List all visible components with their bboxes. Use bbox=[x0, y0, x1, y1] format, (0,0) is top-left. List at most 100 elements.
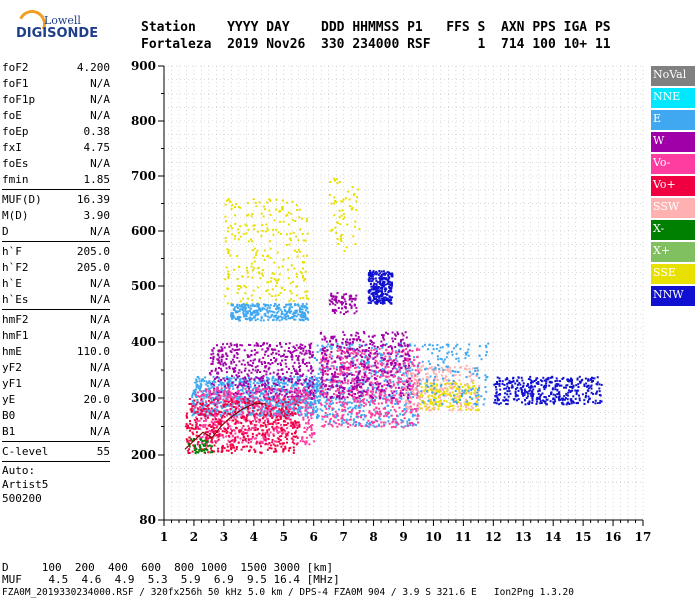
data-point bbox=[285, 318, 288, 321]
data-point bbox=[331, 425, 334, 428]
data-point bbox=[266, 281, 269, 284]
data-point bbox=[275, 316, 278, 319]
data-point bbox=[224, 400, 227, 403]
data-point bbox=[270, 353, 273, 356]
data-point bbox=[276, 415, 279, 418]
data-point bbox=[240, 413, 243, 416]
data-point bbox=[302, 440, 304, 443]
data-point bbox=[270, 295, 273, 298]
data-point bbox=[324, 350, 327, 353]
data-point bbox=[369, 283, 372, 285]
data-point bbox=[308, 397, 311, 400]
data-point bbox=[206, 416, 209, 419]
data-point bbox=[269, 213, 272, 216]
data-point bbox=[343, 398, 346, 401]
param-row-hf2: h`F2 205.0 bbox=[2, 260, 110, 276]
data-point bbox=[391, 296, 393, 299]
data-point bbox=[324, 414, 327, 417]
data-point bbox=[372, 396, 374, 399]
data-point bbox=[206, 382, 209, 385]
data-point bbox=[282, 382, 285, 385]
data-point bbox=[369, 269, 371, 272]
data-point bbox=[376, 353, 379, 356]
data-point bbox=[296, 436, 299, 439]
data-point bbox=[370, 277, 373, 280]
data-point bbox=[373, 414, 376, 417]
data-point bbox=[265, 396, 268, 399]
data-point bbox=[400, 397, 403, 400]
data-point bbox=[365, 368, 368, 371]
data-point bbox=[296, 392, 299, 395]
data-point bbox=[300, 315, 303, 318]
data-point bbox=[231, 313, 234, 316]
data-point bbox=[258, 390, 261, 393]
data-point bbox=[233, 237, 236, 240]
data-point bbox=[261, 363, 264, 366]
data-point bbox=[275, 352, 278, 355]
data-point bbox=[234, 317, 237, 320]
data-point bbox=[250, 265, 253, 268]
param-name: foF2 bbox=[2, 61, 29, 74]
data-point bbox=[321, 415, 324, 418]
data-point bbox=[321, 352, 324, 354]
data-point bbox=[355, 359, 358, 362]
data-point bbox=[411, 415, 414, 418]
data-point bbox=[286, 427, 289, 430]
data-point bbox=[299, 307, 302, 310]
data-point bbox=[399, 380, 402, 383]
data-point bbox=[330, 385, 333, 388]
data-point bbox=[328, 388, 331, 391]
data-point bbox=[196, 407, 199, 410]
data-point bbox=[262, 437, 265, 440]
data-point bbox=[254, 405, 257, 407]
data-point bbox=[217, 380, 220, 383]
data-point bbox=[308, 419, 310, 422]
data-point bbox=[209, 373, 212, 376]
data-point bbox=[337, 347, 340, 350]
data-point bbox=[270, 387, 273, 390]
data-point bbox=[409, 382, 412, 385]
data-point bbox=[326, 415, 329, 418]
data-point bbox=[268, 209, 271, 212]
data-point bbox=[383, 288, 386, 291]
data-point bbox=[228, 419, 231, 422]
data-point bbox=[355, 415, 358, 418]
data-point bbox=[242, 308, 245, 311]
data-point bbox=[371, 271, 374, 274]
data-point bbox=[310, 377, 313, 380]
data-point bbox=[321, 347, 324, 350]
data-point bbox=[194, 393, 197, 396]
data-point bbox=[293, 350, 296, 353]
data-point bbox=[259, 296, 261, 299]
data-point bbox=[255, 251, 258, 254]
data-point bbox=[290, 310, 293, 313]
data-point bbox=[271, 377, 274, 380]
data-point bbox=[372, 293, 374, 296]
data-point bbox=[277, 377, 280, 380]
data-point bbox=[216, 358, 219, 361]
data-point bbox=[273, 440, 276, 443]
data-point bbox=[252, 198, 255, 201]
data-point bbox=[338, 401, 341, 404]
data-point bbox=[365, 356, 368, 359]
data-point bbox=[350, 387, 353, 390]
data-point bbox=[255, 441, 258, 444]
data-point bbox=[257, 344, 260, 347]
data-point bbox=[262, 269, 264, 272]
data-point bbox=[399, 344, 402, 347]
data-point bbox=[344, 401, 347, 404]
data-point bbox=[389, 296, 392, 299]
data-point bbox=[384, 290, 387, 293]
data-point bbox=[212, 391, 215, 394]
data-point bbox=[196, 383, 199, 386]
data-point bbox=[247, 374, 250, 377]
data-point bbox=[299, 374, 302, 377]
data-point bbox=[390, 362, 392, 364]
data-point bbox=[241, 397, 244, 400]
data-point bbox=[289, 290, 292, 292]
data-point bbox=[331, 395, 334, 398]
data-point bbox=[199, 387, 202, 390]
data-point bbox=[219, 419, 221, 422]
data-point bbox=[298, 399, 301, 402]
data-point bbox=[226, 378, 229, 380]
